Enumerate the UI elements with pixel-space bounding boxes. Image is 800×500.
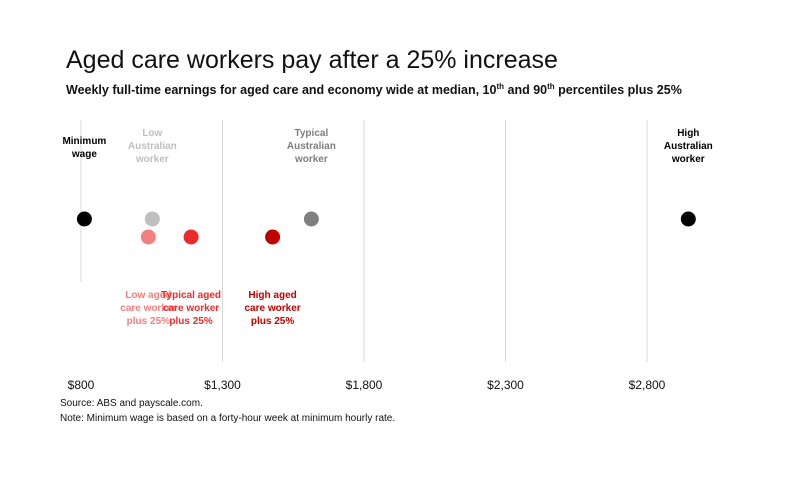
gridlines — [80, 120, 648, 362]
high-australian-worker-point — [680, 211, 696, 227]
source-note: Source: ABS and payscale.com. — [60, 398, 203, 409]
label-line: plus 25% — [127, 316, 170, 327]
data-points — [76, 211, 696, 245]
minimum-wage-label: Minimum wage — [62, 136, 106, 160]
label-line: care worker — [163, 303, 219, 314]
label-line: plus 25% — [169, 316, 212, 327]
subtitle-superscript: th — [547, 82, 555, 91]
low-aged-care-worker-label: Low aged care worker plus 25% — [120, 290, 176, 327]
label-line: Australian — [664, 141, 713, 152]
point-labels: Minimum wage Low Australian worker Typical Aus… — [62, 128, 712, 327]
x-tick-label: $800 — [68, 378, 95, 392]
label-line: Low — [142, 128, 162, 139]
label-line: Australian — [287, 141, 336, 152]
subtitle-superscript: th — [496, 82, 505, 91]
label-line: worker — [294, 154, 328, 165]
subtitle-text: percentiles plus 25% — [554, 83, 682, 98]
label-line: Low aged — [125, 290, 171, 301]
label-line: High — [677, 128, 699, 139]
label-line: care worker — [245, 303, 301, 314]
label-line: worker — [671, 154, 705, 165]
x-tick-label: $2,800 — [629, 378, 666, 392]
label-line: High aged — [248, 290, 296, 301]
subtitle-text: and 90 — [504, 83, 548, 98]
x-tick-label: $2,300 — [487, 378, 524, 392]
chart-subtitle: Weekly full-time earnings for aged care … — [66, 82, 682, 97]
label-line: Australian — [128, 141, 177, 152]
chart-title: Aged care workers pay after a 25% increa… — [66, 46, 558, 74]
label-line: care worker — [120, 303, 176, 314]
minimum-wage-point — [76, 211, 92, 227]
x-tick-label: $1,300 — [204, 378, 241, 392]
label-line: Typical aged — [161, 290, 221, 301]
typical-aged-care-worker-label: Typical aged care worker plus 25% — [161, 290, 221, 327]
high-aged-care-worker-point — [265, 229, 281, 245]
label-line: worker — [135, 154, 169, 165]
x-axis-ticks: $800 $1,300 $1,800 $2,300 $2,800 — [68, 378, 666, 392]
footnote: Note: Minimum wage is based on a forty-h… — [60, 413, 396, 424]
low-aged-care-worker-point — [140, 229, 156, 245]
label-line: Minimum — [62, 136, 106, 147]
label-line: plus 25% — [251, 316, 294, 327]
high-aged-care-worker-label: High aged care worker plus 25% — [245, 290, 301, 327]
low-australian-worker-label: Low Australian worker — [128, 128, 177, 165]
typical-australian-worker-point — [303, 211, 319, 227]
label-line: Typical — [295, 128, 329, 139]
x-tick-label: $1,800 — [346, 378, 383, 392]
label-line: wage — [71, 149, 97, 160]
low-australian-worker-point — [144, 211, 160, 227]
subtitle-text: Weekly full-time earnings for aged care … — [66, 83, 497, 98]
typical-australian-worker-label: Typical Australian worker — [287, 128, 336, 165]
typical-aged-care-worker-point — [183, 229, 199, 245]
high-australian-worker-label: High Australian worker — [664, 128, 713, 165]
